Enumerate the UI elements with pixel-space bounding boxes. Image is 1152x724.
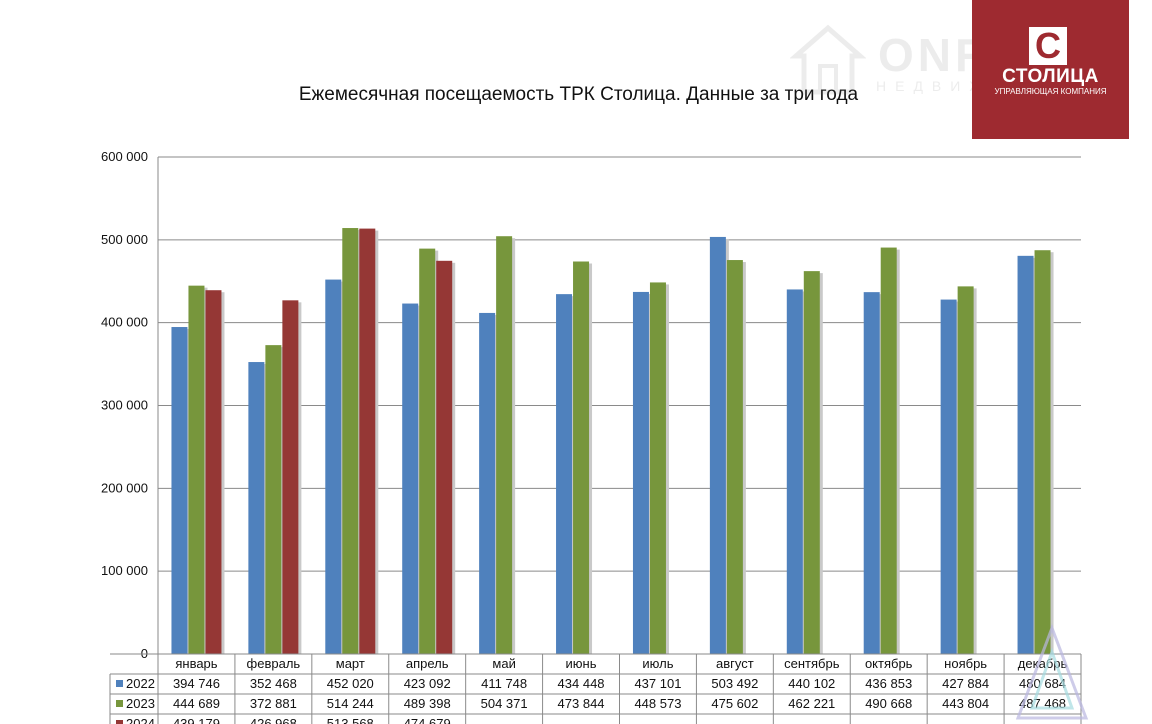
x-category-label: февраль [247, 656, 301, 671]
bar-2022-декабрь [1017, 255, 1034, 654]
data-label: 489 398 [404, 696, 451, 711]
bar-2022-август [709, 236, 726, 654]
y-tick-label: 600 000 [101, 149, 148, 164]
y-tick-label: 300 000 [101, 398, 148, 413]
x-category-label: ноябрь [944, 656, 987, 671]
data-label: 462 221 [788, 696, 835, 711]
y-tick-label: 500 000 [101, 232, 148, 247]
legend-label-2022: 2022 [126, 676, 155, 691]
bar-2023-ноябрь [957, 286, 974, 654]
bar-2023-сентябрь [803, 271, 820, 654]
legend-key-2024 [116, 720, 123, 724]
data-label: 423 092 [404, 676, 451, 691]
bar-2023-июль [649, 282, 666, 654]
bar-2022-июль [632, 291, 649, 654]
data-label: 411 748 [481, 676, 527, 691]
x-category-label: октябрь [865, 656, 913, 671]
bar-2022-июнь [556, 294, 573, 654]
data-label: 514 244 [327, 696, 374, 711]
bar-2024-февраль [282, 300, 299, 654]
legend-key-2023 [116, 700, 123, 707]
y-tick-label: 400 000 [101, 315, 148, 330]
legend-key-2022 [116, 680, 123, 687]
x-category-label: апрель [406, 656, 449, 671]
bar-2022-октябрь [863, 292, 880, 654]
data-label: 439 179 [173, 716, 220, 724]
data-label: 434 448 [558, 676, 605, 691]
data-label: 513 568 [327, 716, 374, 724]
bar-2023-июнь [573, 261, 590, 654]
bar-2023-октябрь [880, 247, 897, 654]
legend-label-2024: 2024 [126, 716, 155, 724]
data-label: 437 101 [634, 676, 681, 691]
data-label: 474 679 [404, 716, 451, 724]
x-category-label: сентябрь [784, 656, 840, 671]
x-category-label: май [492, 656, 515, 671]
data-label: 444 689 [173, 696, 220, 711]
bar-2023-август [726, 260, 743, 654]
bar-2024-апрель [436, 260, 453, 654]
data-label: 473 844 [558, 696, 605, 711]
data-label: 352 468 [250, 676, 297, 691]
x-category-label: март [336, 656, 365, 671]
data-label: 503 492 [711, 676, 758, 691]
legend-label-2023: 2023 [126, 696, 155, 711]
bar-2023-март [342, 228, 359, 654]
y-tick-label: 100 000 [101, 563, 148, 578]
x-category-label: июнь [566, 656, 597, 671]
data-label: 448 573 [634, 696, 681, 711]
logo-subtitle: УПРАВЛЯЮЩАЯ КОМПАНИЯ [994, 87, 1107, 96]
stolitsa-logo: С СТОЛИЦА УПРАВЛЯЮЩАЯ КОМПАНИЯ [972, 0, 1129, 139]
data-label: 490 668 [865, 696, 912, 711]
data-label: 427 884 [942, 676, 989, 691]
x-category-label: январь [175, 656, 217, 671]
bar-2023-февраль [265, 345, 282, 654]
bar-2024-март [359, 228, 376, 654]
data-label: 475 602 [711, 696, 758, 711]
bar-2023-декабрь [1034, 250, 1051, 655]
corner-triangle-logo-icon [1015, 623, 1089, 720]
x-category-label: июль [642, 656, 673, 671]
bar-2022-апрель [402, 303, 419, 654]
data-label: 436 853 [865, 676, 912, 691]
data-label: 504 371 [481, 696, 528, 711]
bar-2023-май [496, 236, 513, 654]
data-label: 443 804 [942, 696, 989, 711]
bar-2024-январь [205, 290, 222, 654]
data-label: 426 968 [250, 716, 297, 724]
data-label: 394 746 [173, 676, 220, 691]
bar-2022-сентябрь [786, 289, 803, 654]
chart-title: Ежемесячная посещаемость ТРК Столица. Да… [298, 84, 859, 105]
bar-2022-ноябрь [940, 299, 957, 654]
bar-2022-март [325, 279, 342, 654]
bar-2023-апрель [419, 248, 436, 654]
data-label: 440 102 [788, 676, 835, 691]
logo-name: СТОЛИЦА [1002, 66, 1099, 87]
x-category-label: август [716, 656, 754, 671]
data-label: 372 881 [250, 696, 297, 711]
y-tick-label: 200 000 [101, 480, 148, 495]
logo-mark: С [1029, 27, 1067, 65]
bar-2022-май [479, 312, 496, 654]
bar-2022-январь [171, 327, 188, 654]
bar-2023-январь [188, 285, 205, 654]
data-label: 452 020 [327, 676, 374, 691]
bar-2022-февраль [248, 362, 265, 654]
